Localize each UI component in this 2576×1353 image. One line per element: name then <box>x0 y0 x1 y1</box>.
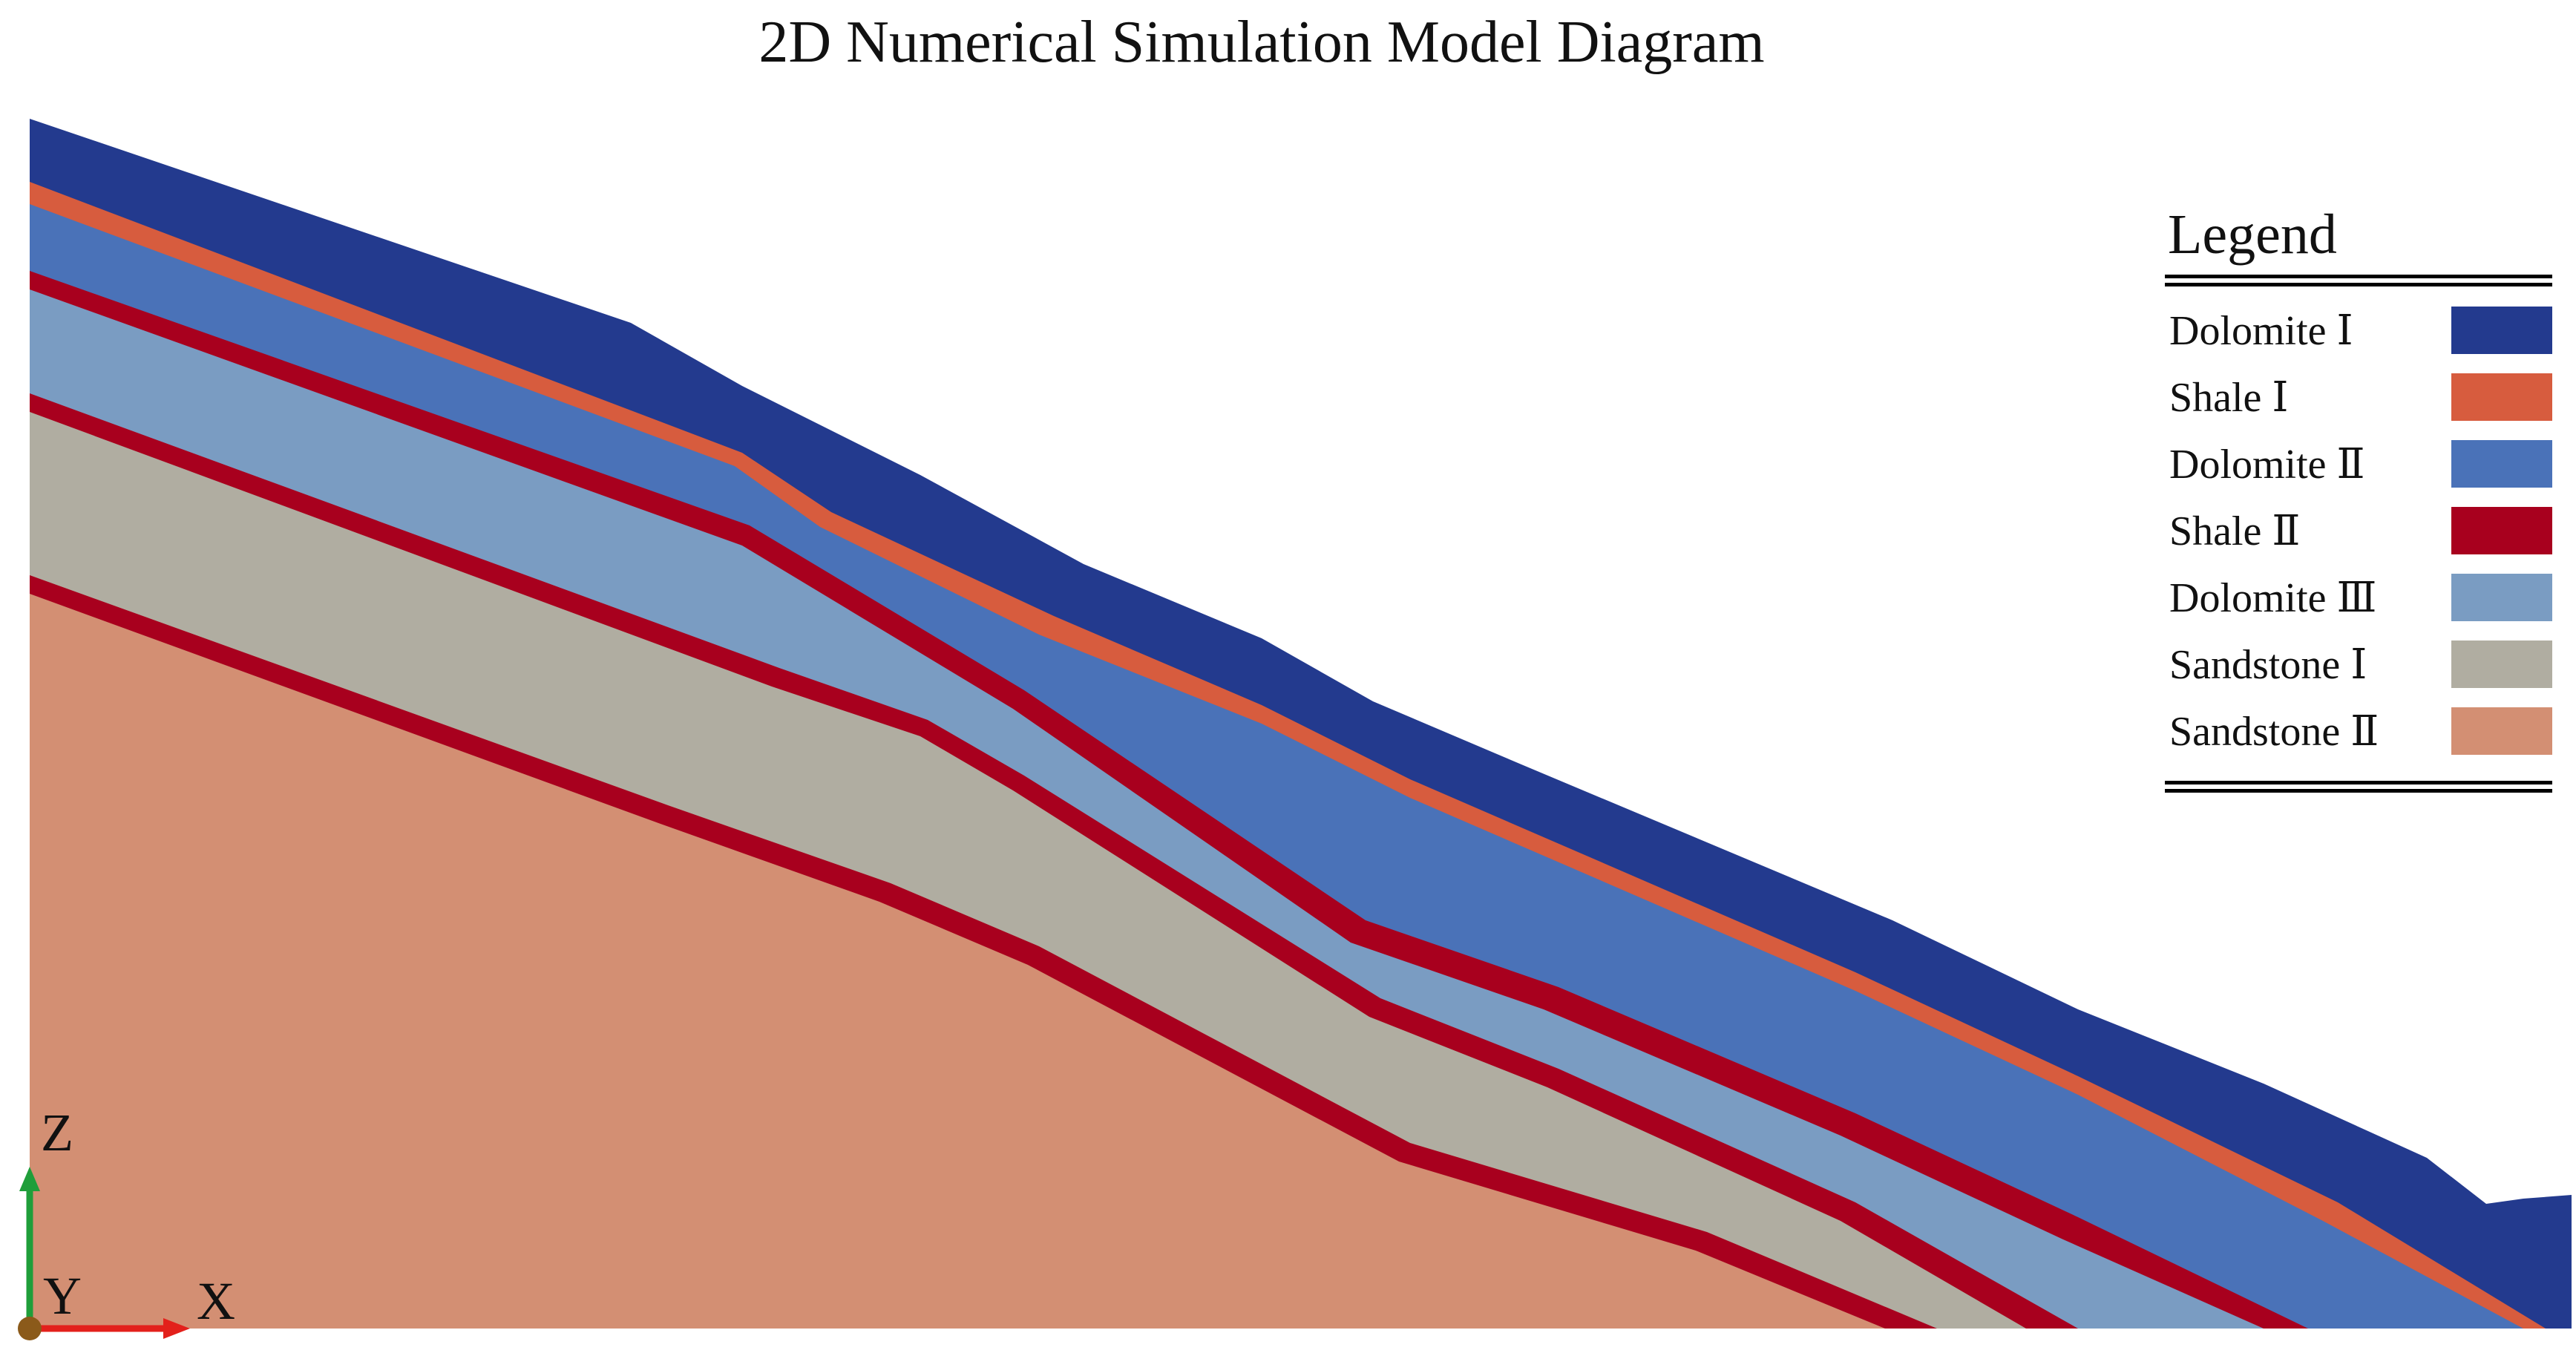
y-axis-label: Y <box>43 1266 82 1326</box>
diagram-title: 2D Numerical Simulation Model Diagram <box>758 10 1765 75</box>
legend-swatch <box>2451 574 2552 621</box>
legend-item: Dolomite Ⅱ <box>2165 430 2552 497</box>
z-axis-label: Z <box>41 1103 73 1162</box>
legend-swatch <box>2451 307 2552 354</box>
legend-item-label: Shale Ⅱ <box>2169 508 2301 554</box>
legend-item: Shale Ⅱ <box>2165 497 2552 564</box>
axis-origin-dot <box>18 1317 42 1340</box>
legend-item: Sandstone Ⅰ <box>2165 631 2552 698</box>
legend-bottom-rule <box>2165 781 2552 784</box>
legend-top-rule-inner <box>2165 283 2552 286</box>
legend-item-label: Sandstone Ⅰ <box>2169 641 2367 688</box>
legend-item-label: Dolomite Ⅰ <box>2169 307 2353 354</box>
legend-items: Dolomite Ⅰ Shale Ⅰ Dolomite Ⅱ Shale Ⅱ Do… <box>2165 286 2552 764</box>
legend-item: Shale Ⅰ <box>2165 364 2552 430</box>
z-axis-arrowhead <box>19 1167 40 1191</box>
legend-bottom-rule-inner <box>2165 789 2552 793</box>
legend-item-label: Sandstone Ⅱ <box>2169 708 2379 755</box>
x-axis-arrowhead <box>163 1318 190 1339</box>
legend-item-label: Dolomite Ⅱ <box>2169 441 2365 488</box>
legend-item: Dolomite Ⅲ <box>2165 564 2552 631</box>
legend-swatch <box>2451 507 2552 554</box>
legend-swatch <box>2451 440 2552 488</box>
legend-swatch <box>2451 373 2552 421</box>
legend-top-rule <box>2165 275 2552 278</box>
legend-item-label: Dolomite Ⅲ <box>2169 574 2377 621</box>
layer-sandstone-2 <box>30 594 1885 1329</box>
x-axis-label: X <box>197 1271 235 1331</box>
legend-swatch <box>2451 641 2552 688</box>
legend-swatch <box>2451 707 2552 755</box>
legend-title: Legend <box>2168 203 2337 266</box>
legend-item: Dolomite Ⅰ <box>2165 297 2552 364</box>
legend: Legend Dolomite Ⅰ Shale Ⅰ Dolomite Ⅱ Sha… <box>2165 200 2552 793</box>
legend-item-label: Shale Ⅰ <box>2169 374 2289 421</box>
legend-item: Sandstone Ⅱ <box>2165 698 2552 764</box>
